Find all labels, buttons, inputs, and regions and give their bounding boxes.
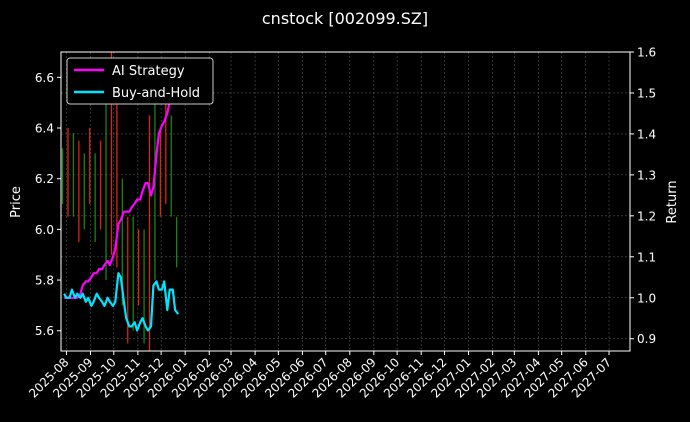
y-axis-left-label: Price: [9, 186, 24, 218]
y-left-tick-label: 6.6: [35, 71, 54, 85]
y-right-tick-label: 1.1: [637, 250, 656, 264]
series-lines: [63, 59, 180, 332]
legend-label-ai-strategy: AI Strategy: [112, 64, 185, 79]
y-axis-right-label: Return: [665, 180, 680, 223]
y-right-tick-label: 0.9: [637, 332, 656, 346]
chart-title: cnstock [002099.SZ]: [262, 9, 428, 28]
y-right-tick-label: 1.0: [637, 291, 656, 305]
plot-area-frame: [60, 51, 631, 352]
y-left-tick-label: 5.6: [35, 324, 54, 338]
y-left-tick-label: 5.8: [35, 274, 54, 288]
ai-strategy-line: [64, 59, 180, 299]
y-right-tick-label: 1.5: [637, 86, 656, 100]
legend: AI Strategy Buy-and-Hold: [66, 57, 214, 105]
y-right-tick-label: 1.3: [637, 168, 656, 182]
y-left-tick-label: 6.2: [35, 172, 54, 186]
buy-and-hold-line: [63, 272, 180, 332]
y-right-tick-label: 1.2: [637, 209, 656, 223]
y-left-tick-label: 6.4: [35, 122, 54, 136]
y-right-tick-label: 1.4: [637, 127, 656, 141]
y-left-tick-label: 6.0: [35, 223, 54, 237]
y-right-tick-label: 1.6: [637, 46, 656, 60]
legend-label-buy-and-hold: Buy-and-Hold: [112, 86, 200, 101]
